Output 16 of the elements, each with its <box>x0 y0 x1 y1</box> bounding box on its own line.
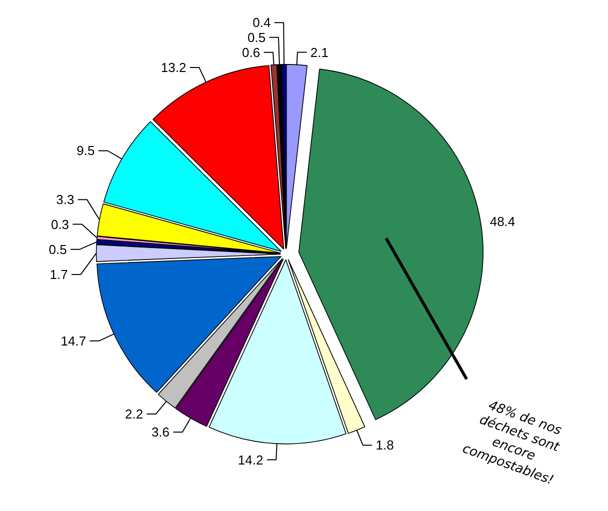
data-label: 14.2 <box>238 452 264 468</box>
data-label: 2.1 <box>310 44 328 60</box>
data-label: 2.2 <box>125 406 144 422</box>
data-label: 0.4 <box>252 15 271 30</box>
data-label: 48.4 <box>490 214 516 230</box>
data-label: 9.5 <box>76 143 95 158</box>
data-label: 0.5 <box>248 30 266 45</box>
data-label: 0.3 <box>50 216 70 232</box>
data-label: 1.8 <box>376 438 394 453</box>
data-label: 3.6 <box>151 424 170 440</box>
data-label: 0.6 <box>242 44 260 60</box>
data-label: 3.3 <box>56 192 74 208</box>
data-label: 13.2 <box>160 60 186 75</box>
data-label: 0.5 <box>48 242 67 257</box>
data-label: 1.7 <box>50 266 68 282</box>
data-label: 14.7 <box>60 333 86 348</box>
